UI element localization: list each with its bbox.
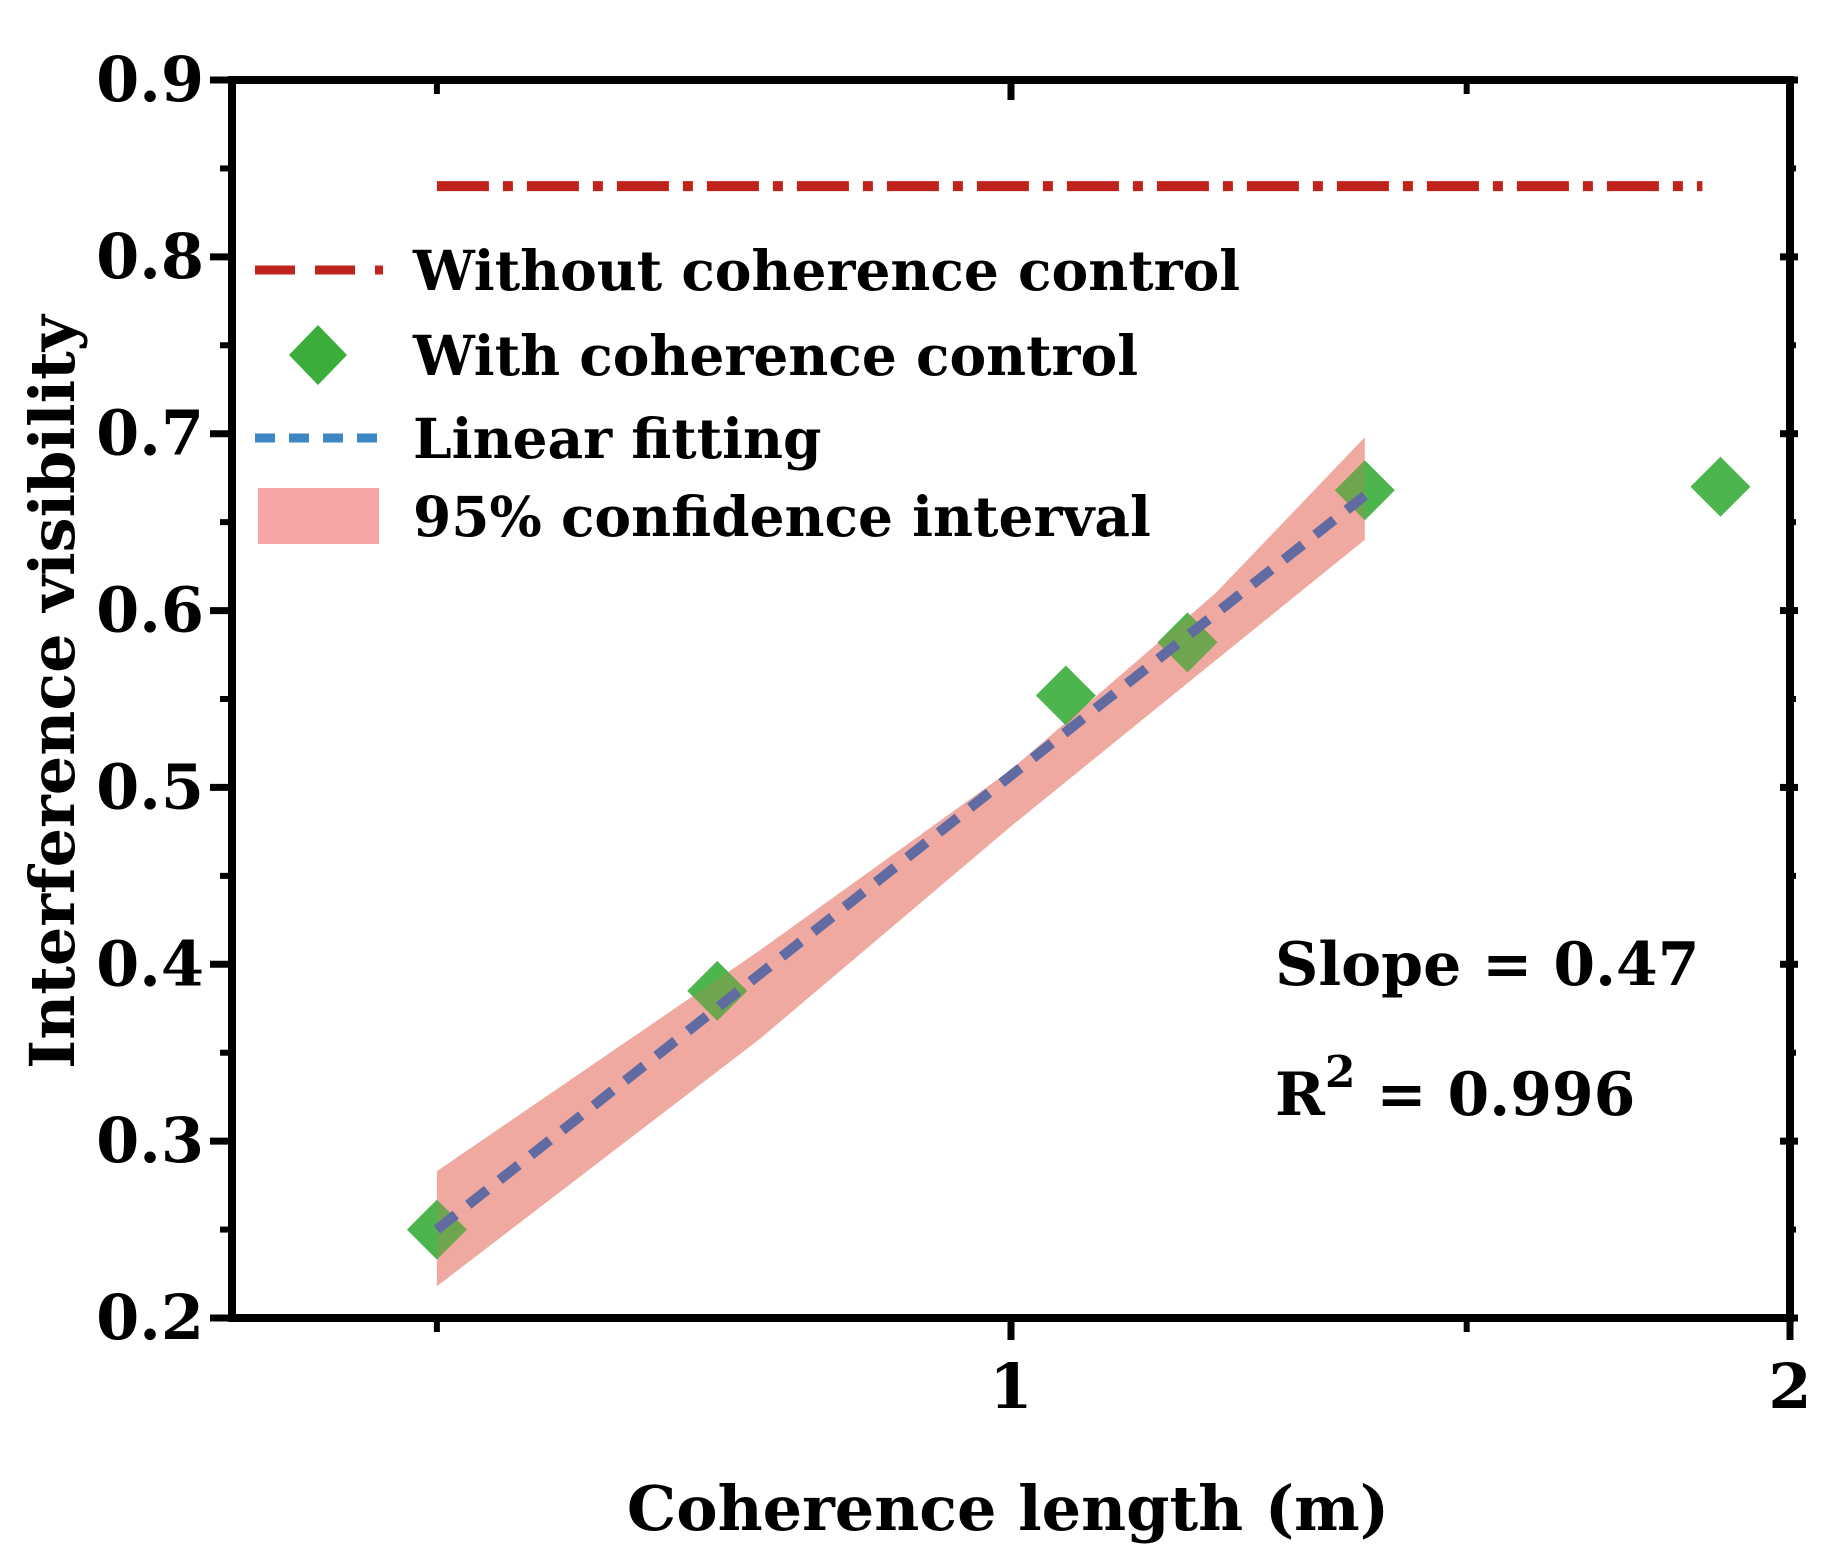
data-point: [1690, 456, 1751, 517]
data-point: [1035, 665, 1096, 726]
y-tick-label: 0.2: [96, 1281, 204, 1354]
r-squared-base: R: [1275, 1060, 1326, 1130]
y-tick-label: 0.8: [96, 220, 204, 293]
y-tick-label: 0.6: [96, 574, 204, 647]
legend-label-confidence-interval: 95% confidence interval: [413, 484, 1151, 549]
y-tick-label: 0.7: [96, 397, 204, 470]
data-point: [687, 960, 748, 1021]
legend: Without coherence control With coherence…: [255, 238, 1240, 549]
r-squared-superscript: 2: [1325, 1047, 1356, 1098]
legend-symbol-confidence-interval: [258, 488, 379, 544]
axes-layer: 0.2 0.3 0.4 0.5 0.6 0.7 0.8 0.9 1 2: [96, 43, 1811, 1423]
x-tick-label: 2: [1768, 1350, 1811, 1423]
plot-layer: [406, 181, 1751, 1287]
x-tick-label: 1: [989, 1350, 1032, 1423]
r-squared-value: = 0.996: [1356, 1060, 1636, 1130]
y-tick-label: 0.3: [96, 1104, 204, 1177]
y-tick-label: 0.5: [96, 750, 204, 823]
confidence-band: [436, 437, 1365, 1287]
legend-label-with-control: With coherence control: [412, 323, 1138, 388]
legend-label-without-control: Without coherence control: [412, 238, 1240, 303]
x-axis-title: Coherence length (m): [627, 1472, 1389, 1545]
slope-annotation: Slope = 0.47: [1275, 930, 1699, 1000]
fit-annotation: Slope = 0.47 R2 = 0.996: [1275, 930, 1699, 1130]
y-tick-label: 0.9: [96, 43, 204, 116]
y-tick-label: 0.4: [96, 927, 204, 1000]
y-axis-title: Interference visibility: [16, 313, 89, 1069]
data-point: [1334, 460, 1395, 521]
r-squared-annotation: R2 = 0.996: [1275, 1047, 1635, 1130]
legend-label-linear-fitting: Linear fitting: [413, 406, 821, 471]
legend-symbol-with-control: [289, 325, 347, 385]
confidence-band-overlay: [436, 437, 1365, 1287]
